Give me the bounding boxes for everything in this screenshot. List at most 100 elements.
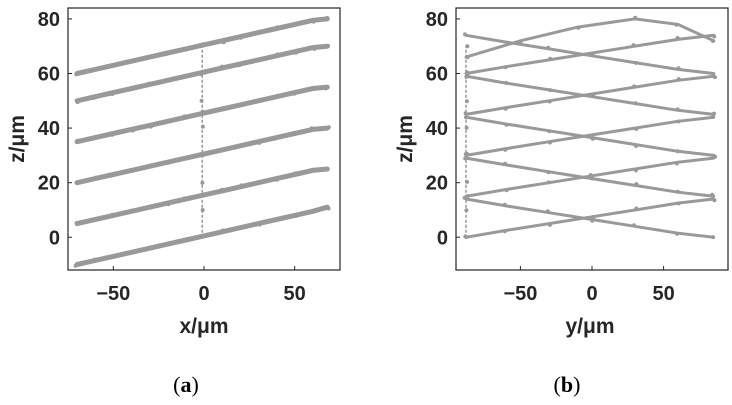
panel-a-series-3-point-9 [239,102,243,107]
panel-a-series-3-point-8 [220,106,225,111]
panel-a-x-tick-label-1: 0 [198,283,209,305]
panel-a-series-1-point-0 [74,221,79,226]
panel-a-series-4-point-9 [237,63,242,68]
panel-b-series-4-point-6 [711,114,716,119]
panel-a-series-2-point-6 [185,155,190,160]
panel-a-series-6-point-5 [199,98,204,103]
panel-a-series-0-point-10 [257,222,262,227]
panel-b-series-2-point-1 [504,188,509,193]
panel-b-series-4-point-4 [634,127,639,131]
panel-b-marks [462,15,718,240]
panel-a-series-0-point-2 [112,254,116,259]
panel-b-series-1-point-2 [545,209,550,214]
panel-a-y-tick-label-0: 0 [49,227,60,249]
panel-b: −50 0 50 0 20 40 60 80 y/μm z/μm [394,7,729,338]
panel-b-series-3-point-5 [675,189,680,194]
panel-b-series-8-point-4 [631,43,636,48]
panel-b-series-6-point-5 [676,77,681,82]
panel-b-series-5-point-4 [634,143,638,148]
panel-a-series-3-point-6 [182,114,187,119]
panel-a-series-4-point-10 [255,58,260,63]
panel-b-series-7-point-2 [548,88,553,93]
panel-b-series-7-point-5 [675,107,680,112]
panel-a-series-1-point-10 [256,180,260,185]
panel-b-series-3-point-1 [503,161,508,166]
panel-a-series-2-point-3 [130,168,135,173]
panel-b-x-tick-label-1: 0 [586,283,597,305]
panel-a-series-6-point-3 [201,153,205,157]
panel-a-y-tick-label-4: 80 [38,9,60,31]
panel-a-series-4-point-5 [164,78,169,83]
caption-b-letter: b [561,372,573,397]
panel-a-series-4-point-14 [326,44,331,48]
panel-b-series-6-point-2 [547,99,552,104]
panel-b-series-1-point-3 [590,218,595,223]
panel-a-series-1-point-6 [182,196,187,201]
panel-b-series-11-point-1 [464,208,469,213]
panel-b-x-tick-label-0: −50 [503,283,537,305]
panel-a-series-5-point-6 [184,46,189,51]
panel-b-series-7-point-6 [712,111,716,116]
panel-a-series-3-point-12 [292,91,297,96]
panel-a-x-axis-label: x/μm [179,315,228,338]
panel-a-series-2-point-5 [165,160,170,165]
panel-a-series-4-point-0 [75,100,80,105]
panel-b-series-6-point-4 [632,84,637,89]
panel-b-series-3-point-4 [634,182,639,187]
panel-b-series-3-point-2 [546,170,551,175]
panel-b-series-1-point-5 [675,231,679,236]
panel-b-series-0-point-1 [502,229,507,234]
panel-a-series-0-point-0 [73,263,78,268]
panel-b-series-10-point-4 [674,22,679,27]
panel-a-series-0-point-9 [238,225,243,230]
panel-a-series-1-point-13 [310,167,315,172]
panel-b-series-8-point-2 [548,56,553,61]
panel-a-series-3-point-5 [166,118,171,123]
panel-b-series-7-point-1 [504,80,509,85]
panel-b-series-7-point-4 [633,101,638,106]
panel-a-series-0-point-8 [220,228,225,233]
caption-a: (a) [173,372,199,397]
panel-a-marks [73,16,331,268]
panel-a-series-1-point-4 [148,205,153,210]
panel-a-x-tick-label-2: 50 [284,283,306,305]
panel-b-series-11-point-6 [464,70,469,75]
panel-b-series-1-point-1 [502,202,507,207]
panel-b-y-tick-label-1: 20 [426,173,448,195]
panel-a-y-axis-label: z/μm [6,115,29,163]
panel-b-series-5-point-3 [590,136,595,141]
panel-a-series-0-point-13 [311,209,316,214]
panel-a: −50 0 50 0 20 40 60 80 x/μm z/μm [6,7,341,338]
panel-b-series-9-point-6 [711,72,716,77]
panel-a-series-0-point-1 [92,257,97,262]
panel-b-y-tick-label-0: 0 [437,227,448,249]
panel-b-series-5-point-2 [547,129,552,134]
panel-b-y-tick-label-2: 40 [426,118,448,140]
panel-a-series-2-point-10 [257,140,262,145]
panel-b-series-5-point-1 [504,122,509,127]
panel-a-series-1-point-14 [324,166,329,171]
panel-b-series-11-point-3 [465,152,470,156]
panel-b-x-axis-label: y/μm [565,315,614,338]
panel-a-y-tick-label-1: 20 [38,173,60,195]
panel-a-series-4-point-3 [129,87,134,91]
panel-a-series-5-point-1 [94,67,99,72]
panel-a-series-4-point-11 [275,52,280,57]
panel-a-series-3-point-10 [257,98,261,102]
panel-b-series-11-point-7 [465,44,470,49]
panel-b-x-tick-label-2: 50 [652,283,674,305]
panel-b-series-8-point-1 [503,65,508,70]
panel-a-series-2-point-0 [74,180,79,185]
panel-a-series-0-point-6 [184,237,189,242]
panel-a-series-1-point-11 [275,177,279,182]
panel-a-series-4-point-7 [202,70,207,75]
panel-b-series-9-point-0 [463,32,467,37]
panel-b-series-0-point-5 [676,201,681,206]
panel-a-series-5-point-8 [221,40,226,45]
panel-a-series-5-point-11 [275,25,279,30]
panel-a-series-4-point-6 [182,75,187,79]
panel-a-series-5-point-3 [130,59,135,64]
panel-a-series-6-point-0 [200,234,204,239]
panel-b-y-tick-label-3: 60 [426,64,448,86]
